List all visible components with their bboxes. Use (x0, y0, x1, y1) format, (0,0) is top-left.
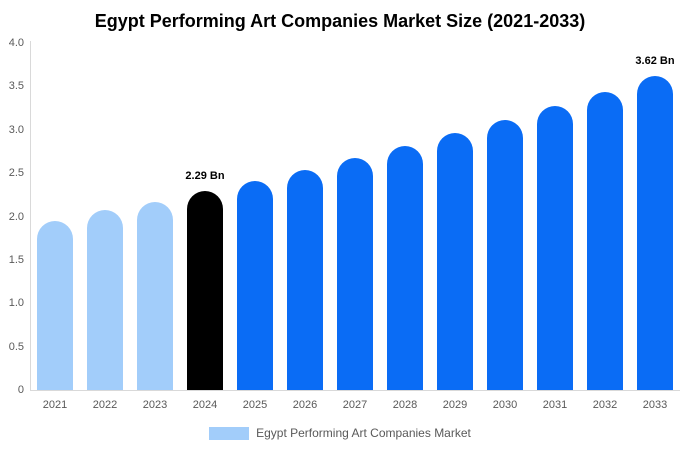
bar-2029 (437, 133, 473, 390)
x-tick-label: 2027 (342, 399, 368, 411)
x-tick-label: 2026 (292, 399, 318, 411)
bar-2024 (187, 191, 223, 390)
x-tick-label: 2022 (92, 399, 118, 411)
bar-value-label: 2.29 Bn (185, 170, 225, 182)
y-tick-label: 3.5 (8, 80, 24, 93)
y-tick-label: 2.5 (8, 167, 24, 180)
x-tick-label: 2024 (192, 399, 218, 411)
y-tick-label: 1.5 (8, 253, 24, 266)
bar-2033 (637, 76, 673, 390)
bar-2028 (387, 146, 423, 390)
legend-swatch-icon (209, 426, 250, 440)
chart-title: Egypt Performing Art Companies Market Si… (94, 11, 586, 31)
x-tick-label: 2033 (642, 399, 668, 411)
x-tick-label: 2030 (492, 399, 518, 411)
y-tick-label: 1.0 (8, 297, 24, 310)
x-tick-label: 2029 (442, 399, 468, 411)
bar-2032 (587, 92, 623, 390)
bar-2021 (37, 221, 73, 390)
x-tick-label: 2025 (242, 399, 268, 411)
y-tick-label: 3.0 (8, 123, 24, 136)
x-tick-label: 2028 (392, 399, 418, 411)
legend-label: Egypt Performing Art Companies Market (256, 426, 471, 440)
bar-2030 (487, 120, 523, 390)
y-tick-label: 4.0 (8, 37, 24, 49)
bar-2027 (337, 158, 373, 390)
bar-2025 (237, 181, 273, 390)
y-tick-label: 0.5 (8, 340, 24, 353)
bar-2026 (287, 170, 323, 390)
legend: Egypt Performing Art Companies Market (0, 426, 680, 440)
x-tick-label: 2021 (42, 399, 68, 411)
bar-2031 (537, 106, 573, 390)
y-tick-label: 0 (17, 384, 24, 396)
x-tick-label: 2031 (542, 399, 568, 411)
y-axis-line (30, 41, 31, 390)
bar-value-label: 3.62 Bn (635, 55, 675, 67)
x-tick-label: 2023 (142, 399, 168, 411)
y-tick-label: 2.0 (8, 210, 24, 223)
bar-2022 (87, 210, 123, 390)
x-tick-label: 2032 (592, 399, 618, 411)
bar-2023 (137, 202, 173, 390)
x-axis-baseline (30, 390, 680, 391)
